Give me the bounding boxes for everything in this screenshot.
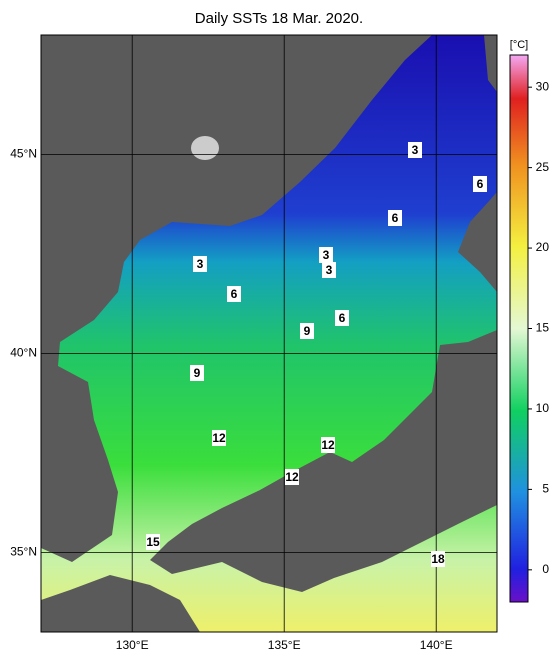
contour-label-box xyxy=(146,534,160,550)
contour-label-box xyxy=(473,176,487,192)
contour-label: 3 xyxy=(412,143,419,157)
colorbar-tick-label: 15 xyxy=(536,321,550,335)
contour-label-box xyxy=(319,247,333,263)
contour-label-box xyxy=(190,365,204,381)
lake xyxy=(191,136,219,160)
colorbar-tick-label: 20 xyxy=(536,240,550,254)
colorbar-unit: [°C] xyxy=(510,39,528,51)
colorbar-tick-label: 25 xyxy=(536,160,550,174)
contour-label-box xyxy=(322,262,336,278)
contour-label-box xyxy=(212,430,226,446)
contour-label: 12 xyxy=(285,470,299,484)
colorbar xyxy=(509,54,529,603)
contour-label-box xyxy=(285,469,299,485)
frame xyxy=(40,34,498,633)
contour-label: 3 xyxy=(323,248,330,262)
colorbar-tick-label: 0 xyxy=(542,562,549,576)
kyushu-shikoku xyxy=(41,575,200,632)
contour-label: 6 xyxy=(339,311,346,325)
colorbar-tick-label: 30 xyxy=(536,79,550,93)
contour-label: 18 xyxy=(431,552,445,566)
contour-label-box xyxy=(227,286,241,302)
continent xyxy=(41,35,432,562)
contour-label: 15 xyxy=(146,535,160,549)
contour-label-box xyxy=(300,323,314,339)
contour-label: 6 xyxy=(392,211,399,225)
x-tick-label: 140°E xyxy=(420,638,453,652)
x-tick-label: 130°E xyxy=(116,638,149,652)
contour-label: 3 xyxy=(326,263,333,277)
title: Daily SSTs 18 Mar. 2020. xyxy=(195,10,363,27)
contour-label: 3 xyxy=(197,257,204,271)
hokkaido xyxy=(458,192,497,292)
y-tick-label: 40°N xyxy=(10,346,37,360)
sakhalin xyxy=(484,35,497,92)
y-tick-label: 45°N xyxy=(10,147,37,161)
contour-label-box xyxy=(388,210,402,226)
contour-label: 9 xyxy=(304,324,311,338)
honshu xyxy=(150,330,497,592)
contour-label-box xyxy=(408,142,422,158)
y-tick-label: 35°N xyxy=(10,545,37,559)
contour-label: 12 xyxy=(321,438,335,452)
colorbar-tick-label: 10 xyxy=(536,401,550,415)
contour-label: 12 xyxy=(212,431,226,445)
contour-label-box xyxy=(193,256,207,272)
contour-label: 6 xyxy=(477,177,484,191)
colorbar-tick-label: 5 xyxy=(542,482,549,496)
contour-label-box xyxy=(321,437,335,453)
contour-label-box xyxy=(335,310,349,326)
x-tick-label: 135°E xyxy=(268,638,301,652)
contour-label: 6 xyxy=(231,287,238,301)
contour-label-box xyxy=(431,551,445,567)
contour-label: 9 xyxy=(194,366,201,380)
